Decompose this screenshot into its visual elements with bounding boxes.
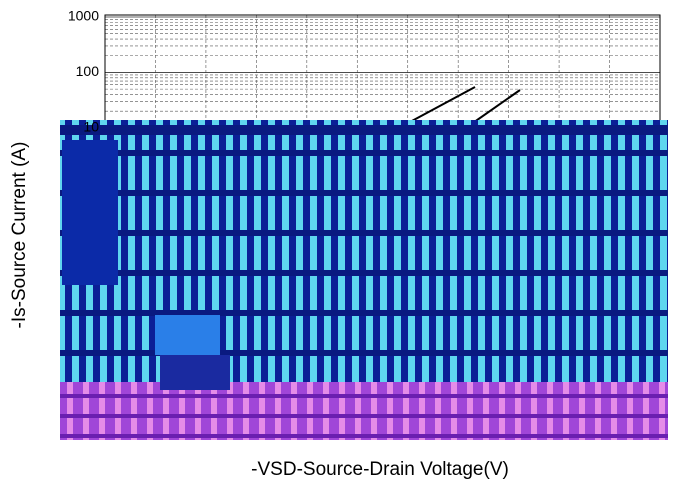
- glitch: [155, 315, 220, 355]
- glitch: [62, 140, 118, 285]
- glitch: [60, 120, 668, 382]
- y-axis-label: -Is-Source Current (A): [9, 142, 30, 329]
- glitch: [60, 382, 668, 440]
- corrupted-region: [60, 120, 668, 440]
- y-tick-label: 1000: [68, 8, 99, 24]
- annotation-arrow: [409, 86, 476, 123]
- glitch: [60, 125, 668, 135]
- x-axis-label: -VSD-Source-Drain Voltage(V): [251, 459, 509, 480]
- y-tick-label: 100: [76, 63, 100, 79]
- glitch: [160, 355, 230, 390]
- y-tick-label: 10: [83, 119, 99, 135]
- annotation-arrow: [469, 89, 521, 126]
